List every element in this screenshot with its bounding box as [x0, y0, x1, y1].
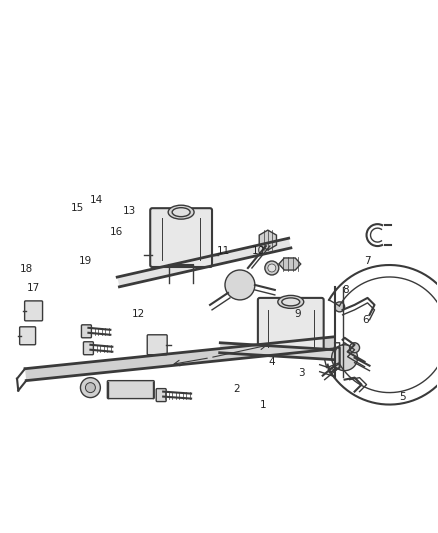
Polygon shape: [259, 230, 276, 250]
FancyBboxPatch shape: [150, 208, 212, 267]
Text: 13: 13: [123, 206, 136, 216]
Circle shape: [81, 378, 100, 398]
FancyBboxPatch shape: [20, 327, 35, 345]
Ellipse shape: [278, 295, 304, 309]
FancyBboxPatch shape: [258, 298, 324, 354]
Text: 5: 5: [399, 392, 406, 402]
Text: 3: 3: [299, 368, 305, 378]
FancyBboxPatch shape: [156, 389, 166, 401]
FancyBboxPatch shape: [83, 342, 93, 355]
Text: 10: 10: [252, 246, 265, 255]
FancyBboxPatch shape: [25, 301, 42, 321]
Text: 19: 19: [79, 256, 92, 266]
Polygon shape: [25, 337, 335, 381]
Ellipse shape: [172, 208, 190, 216]
Text: 4: 4: [268, 357, 275, 367]
Polygon shape: [117, 238, 291, 287]
Text: 15: 15: [71, 203, 84, 213]
Text: 17: 17: [27, 282, 40, 293]
Text: 11: 11: [217, 246, 230, 255]
Polygon shape: [220, 343, 335, 360]
Circle shape: [265, 261, 279, 275]
Text: 9: 9: [294, 309, 301, 319]
Circle shape: [335, 302, 345, 312]
Text: 1: 1: [259, 400, 266, 410]
FancyBboxPatch shape: [81, 325, 92, 338]
Ellipse shape: [168, 205, 194, 219]
Text: 12: 12: [131, 309, 145, 319]
Circle shape: [332, 345, 357, 370]
Circle shape: [350, 343, 360, 353]
Polygon shape: [279, 258, 301, 270]
Ellipse shape: [282, 298, 300, 306]
Text: 14: 14: [90, 195, 103, 205]
FancyBboxPatch shape: [147, 335, 167, 355]
Circle shape: [225, 270, 255, 300]
Text: 18: 18: [20, 264, 34, 274]
Circle shape: [85, 383, 95, 393]
Text: 2: 2: [233, 384, 240, 394]
Text: 7: 7: [364, 256, 371, 266]
Text: 8: 8: [343, 285, 349, 295]
Text: 16: 16: [110, 227, 123, 237]
Text: 6: 6: [362, 314, 369, 325]
FancyBboxPatch shape: [107, 381, 154, 399]
Circle shape: [268, 264, 276, 272]
